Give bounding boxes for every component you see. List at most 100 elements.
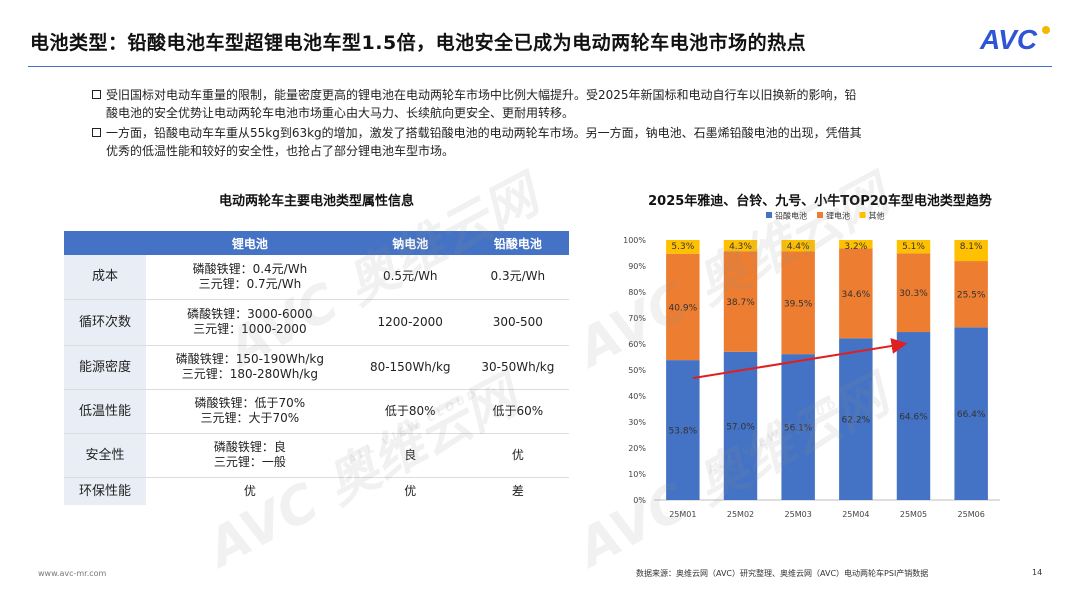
lithium-cell: 磷酸铁锂：3000-6000 三元锂：1000-2000 [146,299,354,346]
sodium-cell: 1200-2000 [353,299,467,346]
legend-label: 其他 [869,211,885,221]
bar-segment [723,351,758,500]
data-label: 5.1% [902,242,925,252]
page-number: 14 [1032,568,1043,577]
lead-acid-cell: 低于60% [466,389,569,434]
legend-swatch [766,212,772,218]
lead-acid-cell: 30-50Wh/kg [466,345,569,390]
lead-acid-cell: 优 [466,433,569,478]
data-label: 64.6% [899,413,928,423]
sodium-cell: 良 [353,433,467,478]
table-title: 电动两轮车主要电池类型属性信息 [218,194,414,209]
bar-segment [896,240,931,254]
chart-title: 2025年雅迪、台铃、九号、小牛TOP20车型电池类型趋势 [648,194,992,209]
row-label: 环保性能 [64,477,146,505]
logo-dot-icon [1042,26,1050,34]
x-tick-label: 25M03 [785,510,812,519]
table-row: 安全性 磷酸铁锂：良 三元锂：一般 良 优 [64,433,569,478]
data-label: 38.7% [726,298,755,308]
bullet-text: 一方面，铅酸电动车车重从55kg到63kg的增加，激发了搭载铅酸电池的电动两轮车… [106,126,862,140]
bar-segment [781,354,815,500]
trend-arrow [692,338,908,380]
table-row: 循环次数 磷酸铁锂：3000-6000 三元锂：1000-2000 1200-20… [64,299,569,346]
data-label: 34.6% [842,290,871,300]
lead-acid-cell: 300-500 [466,299,569,346]
x-tick-label: 25M06 [958,510,985,519]
data-label: 8.1% [960,242,983,252]
x-tick-label: 25M05 [900,510,927,519]
row-label: 低温性能 [64,389,146,434]
legend-swatch [817,212,823,218]
bullet-text: 受旧国标对电动车重量的限制，能量密度更高的锂电池在电动两轮车市场中比例大幅提升。… [106,88,857,102]
table-header-sodium: 钠电池 [353,231,467,255]
sodium-cell: 0.5元/Wh [353,255,467,300]
sodium-cell: 低于80% [353,389,467,434]
y-tick-label: 90% [628,262,646,271]
table-header-lithium: 锂电池 [146,231,354,255]
bar-segment [896,332,931,500]
page-title: 电池类型：铅酸电池车型超锂电池车型1.5倍，电池安全已成为电动两轮车电池市场的热… [30,32,807,54]
y-tick-label: 0% [633,496,646,505]
bullet-square-icon [92,90,101,99]
bullet-item: 受旧国标对电动车重量的限制，能量密度更高的锂电池在电动两轮车市场中比例大幅提升。… [92,86,962,122]
bar-segment [666,240,700,254]
bar-segment [954,327,988,500]
table-header-corner [64,231,146,255]
lithium-cell: 磷酸铁锂：良 三元锂：一般 [146,433,354,478]
avc-logo: AVC [979,24,1050,55]
bar-segment [723,251,758,352]
legend-label: 锂电池 [826,211,850,221]
data-label: 53.8% [669,427,698,437]
x-tick-label: 25M02 [727,510,754,519]
logo-text: AVC [979,24,1038,55]
battery-attribute-table: 锂电池 钠电池 铅酸电池 成本 磷酸铁锂：0.4元/Wh 三元锂：0.7元/Wh … [64,231,569,505]
footer-url: www.avc-mr.com [38,569,107,578]
row-label: 能源密度 [64,345,146,390]
table-header-lead-acid: 铅酸电池 [466,231,569,255]
row-label: 安全性 [64,433,146,478]
y-tick-label: 70% [628,314,646,323]
bar-segment [839,240,873,249]
y-tick-label: 60% [628,340,646,349]
y-tick-label: 50% [628,366,646,375]
legend-label: 铅酸电池 [775,211,807,221]
data-label: 30.3% [899,289,928,299]
data-label: 4.4% [787,242,810,252]
bullet-item: 一方面，铅酸电动车车重从55kg到63kg的增加，激发了搭载铅酸电池的电动两轮车… [92,124,962,160]
bar-segment [723,240,758,252]
data-label: 57.0% [726,422,755,432]
lead-acid-cell: 0.3元/Wh [466,255,569,300]
bar-segment [839,338,873,500]
footer-source: 数据来源：奥维云网（AVC）研究整理、奥维云网（AVC）电动两轮车PSI产销数据 [636,569,929,578]
table-row: 低温性能 磷酸铁锂：低于70% 三元锂：大于70% 低于80% 低于60% [64,389,569,434]
data-label: 5.3% [671,242,694,252]
table-header-row: 锂电池 钠电池 铅酸电池 [64,231,569,255]
data-label: 25.5% [957,291,986,301]
lead-acid-cell: 差 [511,483,524,498]
y-tick-label: 30% [628,418,646,427]
row-label: 成本 [64,255,146,300]
data-label: 62.2% [842,416,871,426]
y-tick-label: 100% [623,236,646,245]
bar-segment [896,253,931,333]
bullet-text: 优秀的低温性能和较好的安全性，也抢占了部分锂电池车型市场。 [106,144,455,158]
bar-segment [666,253,700,361]
data-label: 4.3% [729,242,752,252]
bullet-text: 酸电池的安全优势让电动两轮车电池市场重心由大马力、长续航向更安全、更耐用转移。 [106,106,575,120]
lithium-cell: 磷酸铁锂：150-190Wh/kg 三元锂：180-280Wh/kg [146,345,354,390]
y-tick-label: 40% [628,392,646,401]
data-label: 39.5% [784,299,813,309]
data-label: 56.1% [784,424,813,434]
row-label: 循环次数 [64,299,146,346]
bar-segment [781,240,815,252]
lithium-cell: 磷酸铁锂：低于70% 三元锂：大于70% [146,389,354,434]
data-label: 3.2% [844,242,867,252]
lithium-cell: 优 [243,483,256,498]
legend-swatch [859,212,866,218]
bar-segment [954,240,988,262]
bullet-list: 受旧国标对电动车重量的限制，能量密度更高的锂电池在电动两轮车市场中比例大幅提升。… [92,86,962,162]
sodium-cell: 优 [404,483,417,498]
bar-segment [781,251,815,355]
table-row: 能源密度 磷酸铁锂：150-190Wh/kg 三元锂：180-280Wh/kg 8… [64,345,569,390]
bar-segment [666,360,700,500]
